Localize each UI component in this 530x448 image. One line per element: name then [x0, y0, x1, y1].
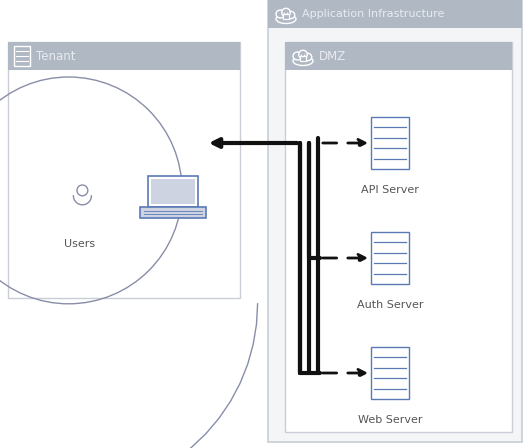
Ellipse shape — [293, 56, 313, 65]
FancyBboxPatch shape — [14, 46, 30, 66]
Ellipse shape — [303, 53, 312, 61]
FancyBboxPatch shape — [268, 0, 522, 442]
Ellipse shape — [276, 10, 285, 18]
FancyBboxPatch shape — [285, 42, 512, 432]
FancyBboxPatch shape — [371, 347, 409, 399]
Ellipse shape — [282, 8, 290, 17]
Text: Users: Users — [65, 239, 95, 249]
FancyBboxPatch shape — [285, 42, 512, 70]
FancyBboxPatch shape — [8, 42, 240, 70]
FancyBboxPatch shape — [268, 0, 522, 28]
Text: DMZ: DMZ — [319, 49, 346, 63]
Text: Web Server: Web Server — [358, 415, 422, 425]
FancyBboxPatch shape — [8, 42, 240, 298]
FancyBboxPatch shape — [371, 117, 409, 169]
FancyBboxPatch shape — [371, 232, 409, 284]
Ellipse shape — [293, 52, 302, 60]
Text: API Server: API Server — [361, 185, 419, 195]
Text: Application Infrastructure: Application Infrastructure — [302, 9, 444, 19]
FancyBboxPatch shape — [151, 179, 195, 204]
FancyBboxPatch shape — [301, 56, 306, 61]
Ellipse shape — [286, 11, 295, 19]
Text: Tenant: Tenant — [36, 49, 75, 63]
FancyBboxPatch shape — [148, 176, 198, 207]
Ellipse shape — [299, 50, 307, 59]
FancyBboxPatch shape — [283, 14, 289, 19]
Ellipse shape — [276, 14, 296, 23]
FancyBboxPatch shape — [268, 0, 522, 28]
FancyBboxPatch shape — [140, 207, 206, 218]
Text: Auth Server: Auth Server — [357, 300, 423, 310]
